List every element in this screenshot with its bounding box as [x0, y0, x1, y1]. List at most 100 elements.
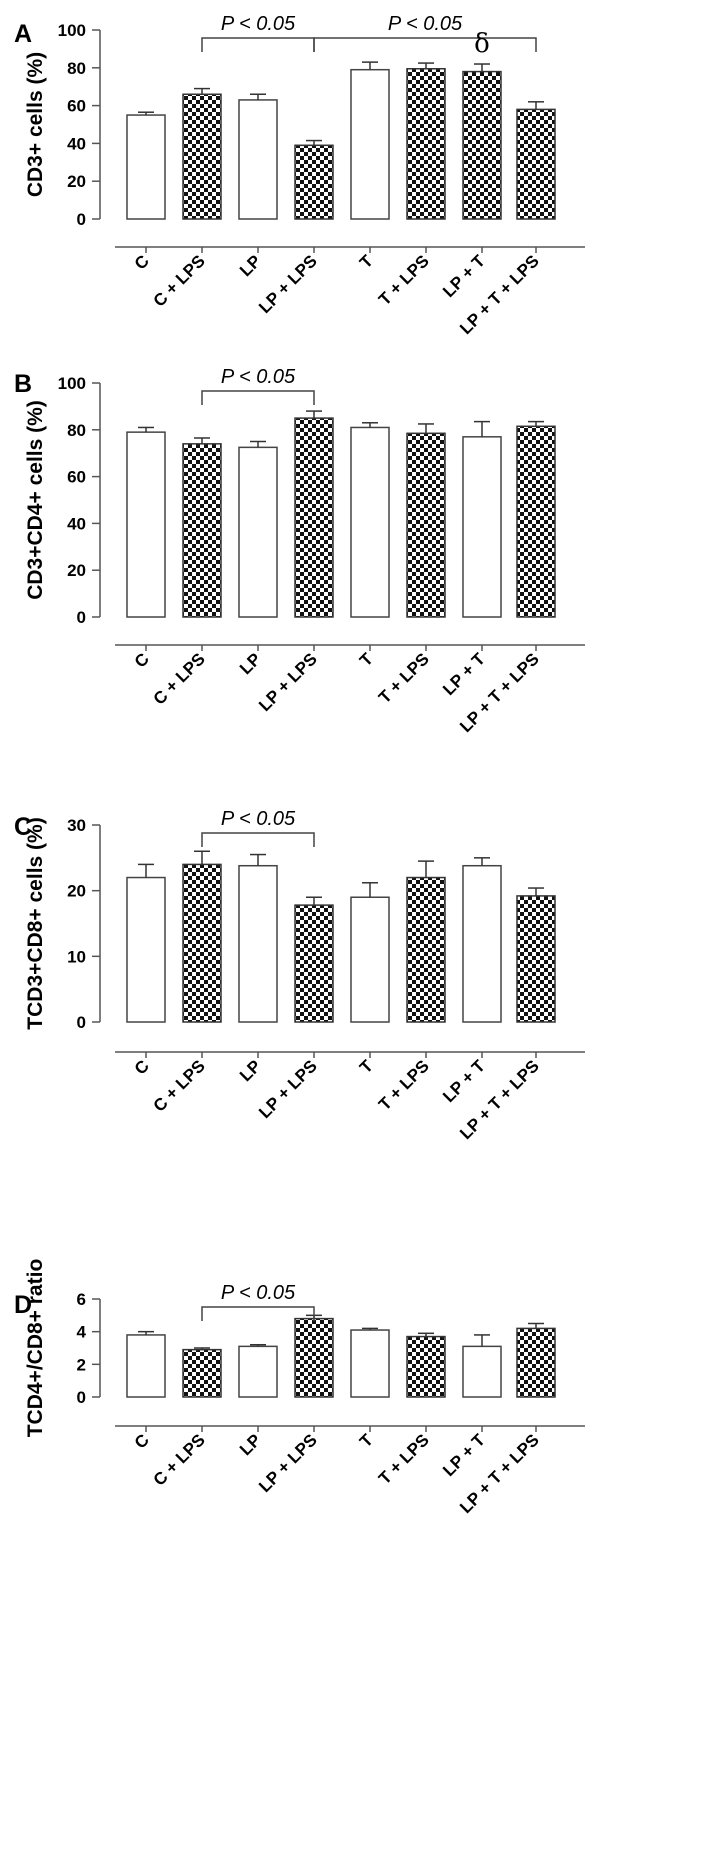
bar-lp-lps: [294, 904, 334, 1023]
bar-lp-t-lps: [516, 108, 556, 220]
bar-c: [126, 876, 166, 1023]
category-label: T + LPS: [375, 251, 433, 309]
y-axis-label: TCD4+/CD8+ ratio: [24, 1259, 47, 1438]
bar-lp-t-lps: [516, 425, 556, 618]
category-label: C: [131, 649, 153, 671]
significance-bracket: [201, 390, 315, 405]
y-tick-label: 20: [67, 172, 86, 191]
bar-c-lps: [182, 443, 222, 618]
panel-letter: D: [14, 1291, 32, 1319]
bar-lp: [238, 1345, 278, 1398]
bar-lp-t: [462, 864, 502, 1023]
bar-t: [350, 896, 390, 1023]
category-label: T: [356, 1056, 377, 1077]
significance-label: P < 0.05: [221, 1282, 296, 1304]
y-tick-label: 80: [67, 59, 86, 78]
bar-t-lps: [406, 876, 446, 1023]
bar-c: [126, 1334, 166, 1398]
category-label: C + LPS: [150, 1056, 209, 1115]
category-label: T: [356, 649, 377, 670]
y-tick-label: 4: [77, 1323, 87, 1342]
y-axis-label: TCD3+CD8+ cells (%): [24, 817, 47, 1029]
bar-lp-t-lps: [516, 895, 556, 1023]
significance-bracket: [201, 37, 315, 52]
significance-bracket: [201, 832, 315, 847]
y-tick-label: 100: [58, 21, 86, 40]
panel-letter: B: [14, 370, 32, 398]
panel-letter: C: [14, 813, 32, 841]
significance-label: P < 0.05: [388, 13, 463, 35]
y-tick-label: 0: [77, 1388, 86, 1407]
bar-c: [126, 431, 166, 618]
y-tick-label: 0: [77, 210, 86, 229]
bar-t: [350, 1329, 390, 1398]
category-label: LP + T: [439, 649, 489, 699]
y-tick-label: 40: [67, 514, 86, 533]
y-tick-label: 60: [67, 468, 86, 487]
bar-t-lps: [406, 432, 446, 618]
category-label: LP: [236, 1056, 265, 1085]
significance-label: P < 0.05: [221, 808, 296, 830]
y-tick-label: 30: [67, 816, 86, 835]
y-axis-label: CD3+CD4+ cells (%): [24, 400, 47, 600]
bar-t: [350, 68, 390, 220]
bar-t: [350, 426, 390, 618]
significance-label: P < 0.05: [221, 13, 296, 35]
y-tick-label: 6: [77, 1290, 86, 1309]
y-tick-label: 0: [77, 1013, 86, 1032]
bar-lp-lps: [294, 144, 334, 220]
y-tick-label: 10: [67, 947, 86, 966]
y-tick-label: 100: [58, 374, 86, 393]
bar-lp-t: [462, 70, 502, 220]
bar-t-lps: [406, 1335, 446, 1398]
y-tick-label: 2: [77, 1355, 86, 1374]
annotation-delta: δ: [474, 29, 490, 59]
category-label: LP + LPS: [255, 649, 321, 715]
category-label: LP + T: [439, 1430, 489, 1480]
bar-lp: [238, 99, 278, 220]
bar-c-lps: [182, 863, 222, 1023]
bar-c-lps: [182, 93, 222, 220]
category-label: LP + LPS: [255, 251, 321, 317]
category-label: LP: [236, 251, 265, 280]
category-label: C + LPS: [150, 649, 209, 708]
bar-lp-t-lps: [516, 1327, 556, 1398]
significance-bracket: [313, 37, 537, 52]
category-label: C + LPS: [150, 1430, 209, 1489]
y-tick-label: 0: [77, 608, 86, 627]
bar-lp-lps: [294, 1317, 334, 1398]
category-label: LP + T: [439, 251, 489, 301]
category-label: LP: [236, 1430, 265, 1459]
y-tick-label: 80: [67, 421, 86, 440]
y-tick-label: 20: [67, 561, 86, 580]
bar-lp: [238, 446, 278, 618]
y-tick-label: 40: [67, 134, 86, 153]
bar-lp-lps: [294, 417, 334, 618]
category-label: T + LPS: [375, 1056, 433, 1114]
category-label: C: [131, 1056, 153, 1078]
bar-lp-t: [462, 1345, 502, 1398]
bar-c: [126, 114, 166, 220]
category-label: LP + LPS: [255, 1056, 321, 1122]
category-label: LP + T: [439, 1056, 489, 1106]
y-tick-label: 20: [67, 882, 86, 901]
category-label: C + LPS: [150, 251, 209, 310]
category-label: T + LPS: [375, 649, 433, 707]
significance-label: P < 0.05: [221, 366, 296, 388]
category-label: T + LPS: [375, 1430, 433, 1488]
category-label: C: [131, 1430, 153, 1452]
y-tick-label: 60: [67, 97, 86, 116]
bar-lp-t: [462, 436, 502, 618]
bar-lp: [238, 864, 278, 1023]
bar-t-lps: [406, 67, 446, 220]
category-label: C: [131, 251, 153, 273]
panel-letter: A: [14, 20, 32, 48]
significance-bracket: [201, 1306, 315, 1321]
y-axis-label: CD3+ cells (%): [24, 52, 47, 197]
